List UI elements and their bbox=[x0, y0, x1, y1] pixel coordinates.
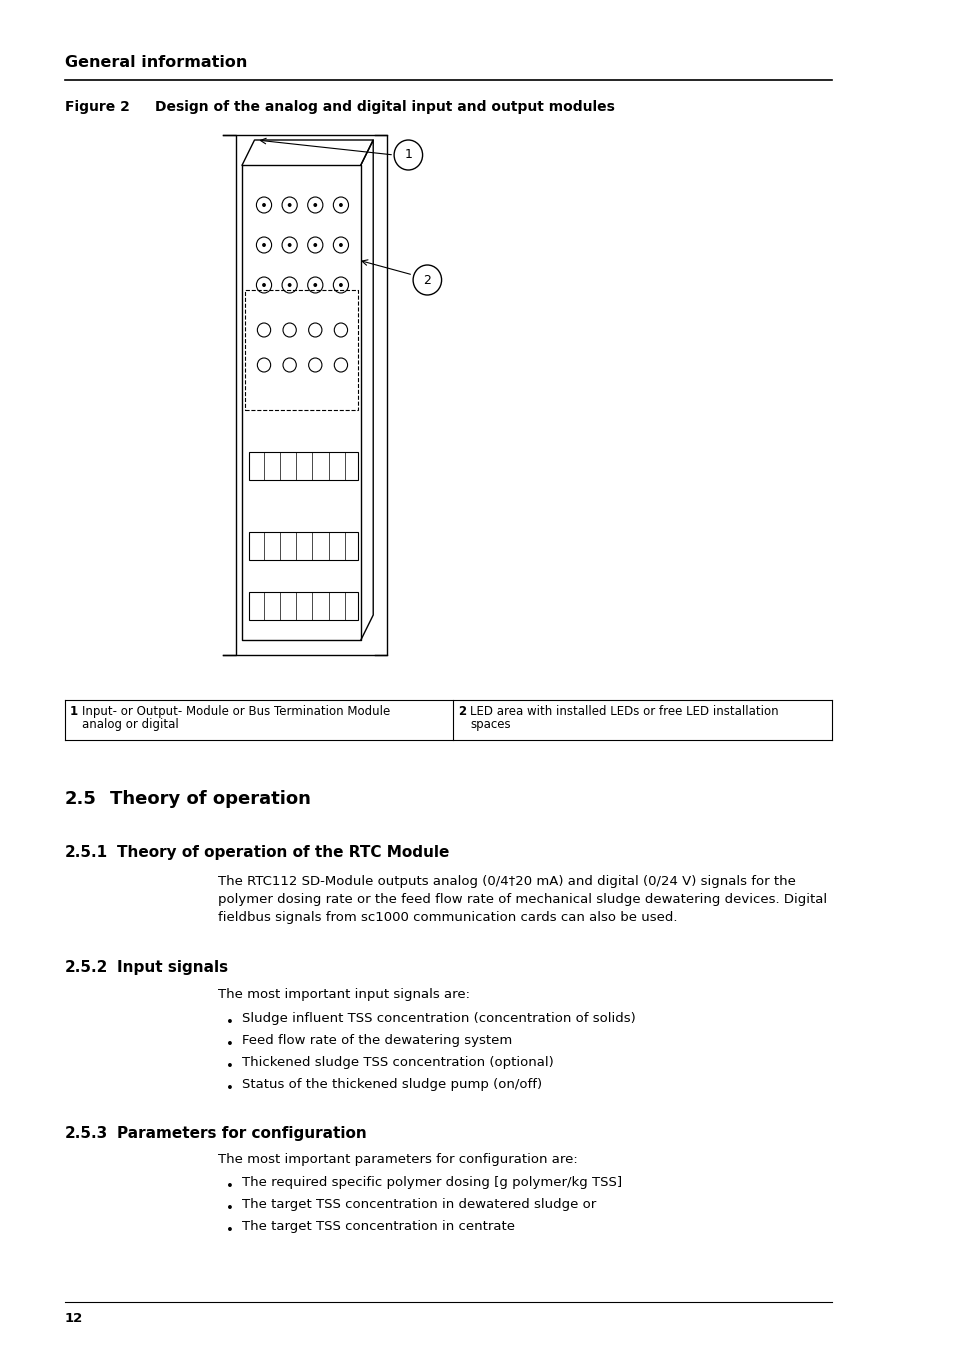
Text: •: • bbox=[226, 1081, 233, 1095]
Text: Feed flow rate of the dewatering system: Feed flow rate of the dewatering system bbox=[242, 1034, 512, 1048]
Circle shape bbox=[288, 284, 292, 288]
Text: The target TSS concentration in dewatered sludge or: The target TSS concentration in dewatere… bbox=[242, 1197, 596, 1211]
Circle shape bbox=[338, 284, 342, 288]
Text: LED area with installed LEDs or free LED installation: LED area with installed LEDs or free LED… bbox=[470, 705, 778, 718]
Circle shape bbox=[288, 202, 292, 207]
Text: 2: 2 bbox=[457, 705, 465, 718]
Bar bbox=[249, 452, 357, 481]
Circle shape bbox=[338, 243, 342, 247]
Text: •: • bbox=[226, 1038, 233, 1052]
Text: •: • bbox=[226, 1060, 233, 1073]
Text: Status of the thickened sludge pump (on/off): Status of the thickened sludge pump (on/… bbox=[242, 1079, 541, 1091]
Text: Sludge influent TSS concentration (concentration of solids): Sludge influent TSS concentration (conce… bbox=[242, 1012, 636, 1025]
Text: Theory of operation: Theory of operation bbox=[110, 790, 311, 809]
Circle shape bbox=[338, 202, 342, 207]
Text: The most important parameters for configuration are:: The most important parameters for config… bbox=[218, 1153, 578, 1166]
Circle shape bbox=[313, 284, 316, 288]
Text: •: • bbox=[226, 1202, 233, 1215]
Circle shape bbox=[262, 202, 266, 207]
Circle shape bbox=[313, 202, 316, 207]
Text: 2.5.2: 2.5.2 bbox=[65, 960, 108, 975]
Text: Figure 2: Figure 2 bbox=[65, 100, 130, 113]
Text: 2: 2 bbox=[423, 274, 431, 286]
Text: Thickened sludge TSS concentration (optional): Thickened sludge TSS concentration (opti… bbox=[242, 1056, 554, 1069]
Text: Design of the analog and digital input and output modules: Design of the analog and digital input a… bbox=[154, 100, 614, 113]
Text: analog or digital: analog or digital bbox=[82, 718, 178, 730]
Text: 1: 1 bbox=[70, 705, 77, 718]
Bar bbox=[249, 532, 357, 560]
Text: Parameters for configuration: Parameters for configuration bbox=[116, 1126, 366, 1141]
Text: 1: 1 bbox=[404, 148, 412, 162]
Circle shape bbox=[262, 243, 266, 247]
Text: 2.5.1: 2.5.1 bbox=[65, 845, 108, 860]
Text: •: • bbox=[226, 1224, 233, 1237]
Circle shape bbox=[288, 243, 292, 247]
Text: The target TSS concentration in centrate: The target TSS concentration in centrate bbox=[242, 1220, 515, 1233]
Text: •: • bbox=[226, 1017, 233, 1029]
Text: The most important input signals are:: The most important input signals are: bbox=[218, 988, 470, 1000]
Text: 12: 12 bbox=[65, 1312, 83, 1324]
Text: Input signals: Input signals bbox=[116, 960, 228, 975]
Circle shape bbox=[313, 243, 316, 247]
Bar bbox=[245, 290, 357, 410]
Bar bbox=[249, 593, 357, 620]
Text: 2.5.3: 2.5.3 bbox=[65, 1126, 108, 1141]
Text: 2.5: 2.5 bbox=[65, 790, 96, 809]
Text: The RTC112 SD-Module outputs analog (0/4†20 mA) and digital (0/24 V) signals for: The RTC112 SD-Module outputs analog (0/4… bbox=[218, 875, 826, 923]
Text: Theory of operation of the RTC Module: Theory of operation of the RTC Module bbox=[116, 845, 449, 860]
Text: The required specific polymer dosing [g polymer/kg TSS]: The required specific polymer dosing [g … bbox=[242, 1176, 621, 1189]
Text: spaces: spaces bbox=[470, 718, 510, 730]
Circle shape bbox=[262, 284, 266, 288]
Text: •: • bbox=[226, 1180, 233, 1193]
Text: General information: General information bbox=[65, 55, 247, 70]
Text: Input- or Output- Module or Bus Termination Module: Input- or Output- Module or Bus Terminat… bbox=[82, 705, 390, 718]
